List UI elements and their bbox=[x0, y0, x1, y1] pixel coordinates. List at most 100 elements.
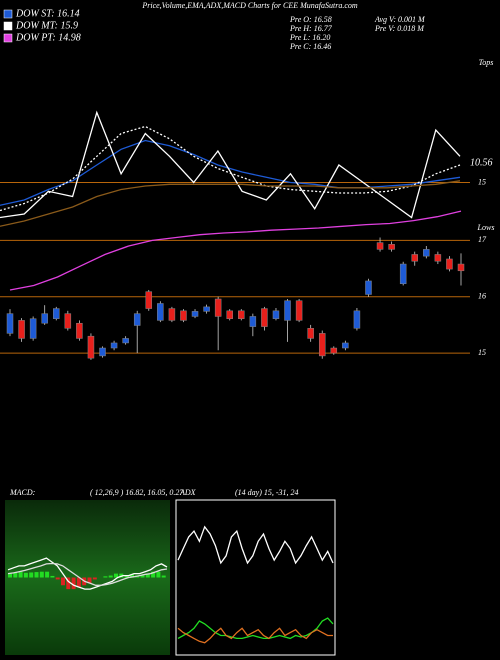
info-text: Pre O: 16.58 bbox=[289, 15, 332, 24]
adx-title: ADX bbox=[179, 488, 197, 497]
y-tick-label: 16 bbox=[478, 292, 486, 301]
candle-body bbox=[6, 313, 14, 334]
candle-body bbox=[353, 310, 361, 329]
histogram-bar bbox=[161, 575, 166, 578]
candle-body bbox=[76, 322, 83, 339]
legend-label: DOW PT: 14.98 bbox=[15, 32, 81, 43]
candle-body bbox=[29, 318, 37, 339]
histogram-bar bbox=[71, 577, 76, 590]
candle-body bbox=[342, 342, 349, 349]
candle-body bbox=[110, 342, 118, 349]
candle-body bbox=[457, 263, 465, 272]
candle-body bbox=[399, 263, 407, 285]
macd-title: MACD: bbox=[9, 488, 36, 497]
legend-swatch bbox=[3, 21, 13, 31]
histogram-bar bbox=[8, 573, 12, 578]
candle-body bbox=[18, 320, 25, 339]
annotation: 10.56 bbox=[470, 157, 493, 168]
histogram-bar bbox=[18, 571, 23, 578]
histogram-bar bbox=[29, 572, 34, 578]
histogram-bar bbox=[140, 574, 145, 578]
histogram-bar bbox=[114, 573, 118, 578]
candle-body bbox=[365, 280, 372, 295]
adx-subtitle: (14 day) 15, -31, 24 bbox=[235, 488, 299, 497]
legend-swatch bbox=[3, 9, 13, 19]
adx-panel bbox=[175, 499, 336, 656]
candle-body bbox=[434, 254, 442, 262]
candle-body bbox=[307, 328, 314, 339]
candle-body bbox=[295, 300, 303, 321]
histogram-bar bbox=[13, 572, 18, 578]
candle-body bbox=[203, 306, 210, 312]
candle-body bbox=[226, 310, 233, 319]
info-text: Pre V: 0.018 M bbox=[374, 24, 425, 33]
candle-body bbox=[214, 298, 222, 317]
series-line bbox=[0, 180, 461, 227]
histogram-bar bbox=[61, 577, 65, 586]
candle-body bbox=[41, 313, 48, 324]
candle-body bbox=[133, 313, 141, 326]
chart-title: Price,Volume,EMA,ADX,MACD Charts for CEE… bbox=[141, 1, 358, 10]
legend-swatch bbox=[3, 33, 13, 43]
legend-label: DOW ST: 16.14 bbox=[15, 8, 80, 19]
candle-body bbox=[261, 308, 268, 327]
candle-body bbox=[168, 308, 176, 321]
candle-body bbox=[423, 249, 430, 257]
candle-body bbox=[238, 310, 245, 319]
candle-body bbox=[284, 300, 291, 321]
histogram-bar bbox=[76, 577, 81, 588]
series-line bbox=[7, 562, 168, 586]
candle-body bbox=[249, 316, 257, 327]
histogram-bar bbox=[87, 577, 92, 584]
series-line bbox=[7, 557, 168, 590]
info-text: Avg V: 0.001 M bbox=[374, 15, 426, 24]
candle-body bbox=[180, 310, 187, 321]
series-line bbox=[0, 110, 461, 219]
info-text: Pre L: 16.20 bbox=[289, 33, 330, 42]
candle-body bbox=[376, 242, 384, 250]
histogram-bar bbox=[124, 575, 129, 578]
histogram-bar bbox=[23, 572, 28, 578]
histogram-bar bbox=[39, 571, 44, 578]
candle-body bbox=[99, 347, 106, 357]
series-line bbox=[9, 210, 462, 291]
histogram-bar bbox=[156, 571, 161, 578]
histogram-bar bbox=[50, 575, 55, 578]
histogram-bar bbox=[55, 577, 60, 580]
candle-body bbox=[87, 335, 95, 359]
candle-body bbox=[446, 258, 453, 270]
candle-body bbox=[145, 291, 153, 309]
histogram-bar bbox=[92, 577, 97, 580]
info-text: Pre H: 16.77 bbox=[289, 24, 333, 33]
y-tick-label: 17 bbox=[478, 235, 487, 244]
histogram-bar bbox=[129, 574, 134, 578]
series-line bbox=[0, 139, 461, 206]
series-line bbox=[0, 125, 461, 212]
legend-label: DOW MT: 15.9 bbox=[15, 20, 78, 31]
histogram-bar bbox=[66, 577, 71, 590]
histogram-bar bbox=[103, 576, 108, 578]
series-line bbox=[177, 617, 334, 640]
info-text: Pre C: 16.46 bbox=[289, 42, 331, 51]
candle-body bbox=[53, 308, 60, 319]
y-tick-label: 15 bbox=[478, 348, 486, 357]
candle-body bbox=[388, 244, 395, 250]
candle-body bbox=[64, 313, 72, 329]
series-line bbox=[177, 525, 334, 565]
candle-body bbox=[157, 303, 164, 321]
y-tick-label: 15 bbox=[478, 177, 486, 186]
macd-subtitle: ( 12,26,9 ) 16.82, 16.05, 0.27 bbox=[90, 488, 184, 497]
candle-body bbox=[318, 333, 326, 357]
candle-body bbox=[272, 310, 280, 319]
histogram-bar bbox=[108, 575, 113, 578]
annotation: Tops bbox=[479, 58, 494, 67]
histogram-bar bbox=[145, 573, 150, 578]
series-line bbox=[177, 627, 333, 644]
candle-body bbox=[411, 254, 418, 262]
histogram-bar bbox=[34, 572, 39, 578]
histogram-bar bbox=[45, 571, 50, 578]
histogram-bar bbox=[151, 571, 156, 578]
candle-body bbox=[330, 347, 338, 354]
